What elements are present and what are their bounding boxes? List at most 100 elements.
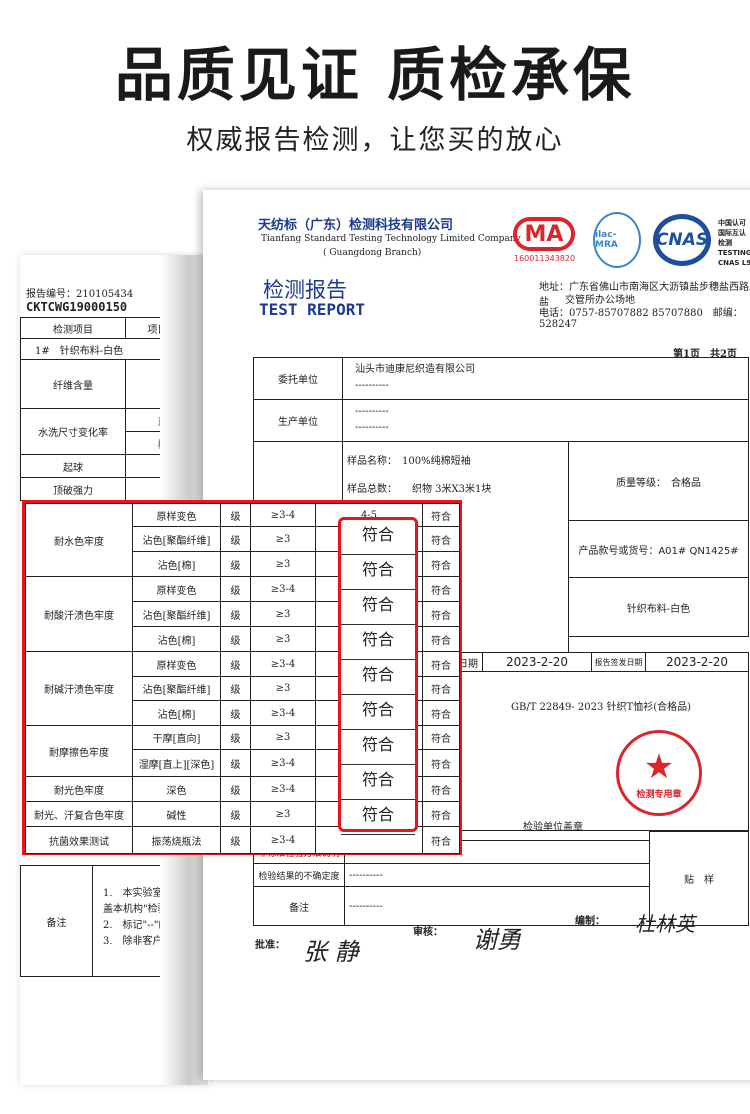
highlighted-result: 符合 (341, 765, 415, 800)
phone: 电话：0757-85707882 85707880 邮编：528247 (539, 308, 743, 330)
verdict: 符合 (422, 601, 460, 627)
requirement: ≥3-4 (250, 700, 316, 726)
unit: 级 (220, 826, 251, 854)
verdict: 符合 (422, 676, 460, 701)
cnas-side-line: 检测 (718, 239, 732, 247)
requirement: ≥3-4 (250, 826, 316, 854)
requirement: ≥3 (250, 725, 316, 750)
test-description: 湿摩[直上][深色] (132, 749, 221, 777)
test-description: 沾色[聚酯纤维] (132, 526, 221, 552)
company-name-en: Tianfang Standard Testing Technology Lim… (261, 234, 521, 244)
uncertainty-label: 检验结果的不确定度 (253, 863, 345, 887)
compile-signature: 杜林英 (635, 912, 695, 936)
sample-sticker-area: 贴 样 (649, 831, 749, 926)
highlighted-result: 符合 (341, 555, 415, 590)
test-description: 原样变色 (132, 503, 221, 527)
official-seal: ★ 检测专用章 (616, 730, 702, 816)
highlighted-result: 符合 (341, 695, 415, 730)
cnas-side-line: 国际互认 (718, 229, 746, 237)
highlighted-result: 符合 (341, 520, 415, 555)
verdict: 符合 (422, 626, 460, 652)
report-code: CKTCWG19000150 (26, 300, 128, 314)
requirement: ≥3-4 (250, 651, 316, 677)
unit: 级 (220, 700, 251, 726)
verdict: 符合 (422, 700, 460, 726)
requirement: ≥3 (250, 526, 316, 552)
review-signature: 谢勇 (473, 926, 521, 954)
test-item: 耐酸汗渍色牢度 (25, 576, 133, 652)
report-number: 报告编号：210105434 (26, 289, 134, 300)
dash: ---------- (344, 886, 650, 926)
unit: 级 (220, 776, 251, 802)
requirement: ≥3 (250, 626, 316, 652)
unit: 级 (220, 725, 251, 750)
highlighted-result: 符合 (341, 660, 415, 695)
verdict: 符合 (422, 651, 460, 677)
requirement: ≥3-4 (250, 576, 316, 602)
compile-label: 编制： (575, 916, 605, 927)
highlighted-result: 符合 (341, 800, 415, 835)
cnas-side-line: TESTING (718, 249, 750, 257)
cma-logo: MA (513, 217, 575, 251)
highlighted-result: 符合 (341, 730, 415, 765)
standard: GB/T 22849- 2023 针织T恤衫(合格品) (453, 671, 749, 831)
page-subtitle: 权威报告检测，让您买的放心 (186, 125, 564, 156)
column-header: 检测项目 (20, 317, 126, 339)
verdict: 符合 (422, 503, 460, 527)
unit: 级 (220, 801, 251, 827)
remark-line: 1. 本实验室根据 (103, 888, 183, 899)
row-label: 纤维含量 (20, 359, 126, 409)
requirement: ≥3 (250, 676, 316, 701)
verdict: 符合 (422, 526, 460, 552)
verdict: 符合 (422, 776, 460, 802)
test-item: 耐水色牢度 (25, 503, 133, 577)
branch-name: ( Guangdong Branch) (323, 248, 422, 258)
remark-line: 盖本机构"检验检 (103, 904, 178, 915)
requirement: ≥3-4 (250, 503, 316, 527)
approve-label: 批准： (255, 940, 285, 951)
unit: 级 (220, 576, 251, 602)
unit: 级 (220, 601, 251, 627)
dash: ---------- (344, 863, 650, 887)
issue-date: 2023-2-20 (645, 652, 749, 672)
unit: 级 (220, 651, 251, 677)
review-label: 审核： (413, 927, 443, 938)
front-report-sheet: 天纺标（广东）检测科技有限公司 Tianfang Standard Testin… (203, 190, 750, 1080)
requirement: ≥3 (250, 551, 316, 577)
client-label: 委托单位 (253, 357, 343, 400)
sample-name: 样品名称： 100%纯棉短袖 (347, 456, 471, 467)
verdict: 符合 (422, 725, 460, 750)
unit: 级 (220, 526, 251, 552)
test-description: 干摩[直向] (132, 725, 221, 750)
quality-grade: 质量等级： 合格品 (568, 441, 749, 521)
issue-date-label: 报告签发日期 (591, 652, 646, 672)
verdict: 符合 (422, 749, 460, 777)
address-line2: 交管所办公场地 (565, 295, 635, 306)
test-description: 原样变色 (132, 651, 221, 677)
producer-label: 生产单位 (253, 399, 343, 442)
unit: 级 (220, 551, 251, 577)
unit: 级 (220, 676, 251, 701)
seal-label: 检测专用章 (636, 790, 682, 800)
star-icon: ★ (643, 747, 675, 787)
row-label: 水洗尺寸变化率 (20, 408, 126, 455)
cma-number: 160011343820 (514, 254, 576, 263)
test-description: 沾色[棉] (132, 551, 221, 577)
row-label: 起球 (20, 454, 126, 478)
sample-count: 样品总数： 织物 3米X3米1块 (347, 484, 492, 495)
requirement: ≥3-4 (250, 776, 316, 802)
test-date: 2023-2-20 (482, 652, 592, 672)
test-description: 碱性 (132, 801, 221, 827)
requirement: ≥3 (250, 801, 316, 827)
verdict: 符合 (422, 551, 460, 577)
cnas-side-text: 中国认可 国际互认 检测 TESTING CNAS L9 (718, 218, 750, 268)
results-highlight-column: 符合 符合 符合 符合 符合 符合 符合 符合 符合 (338, 517, 418, 835)
company-name-cn: 天纺标（广东）检测科技有限公司 (258, 218, 454, 233)
dash: ---------- (355, 422, 389, 433)
approve-signature: 张 静 (303, 938, 359, 966)
requirement: ≥3-4 (250, 749, 316, 777)
requirement: ≥3 (250, 601, 316, 627)
fabric-description: 针织布料-白色 (568, 577, 749, 637)
verdict: 符合 (422, 826, 460, 854)
remark-label: 备注 (253, 886, 345, 926)
